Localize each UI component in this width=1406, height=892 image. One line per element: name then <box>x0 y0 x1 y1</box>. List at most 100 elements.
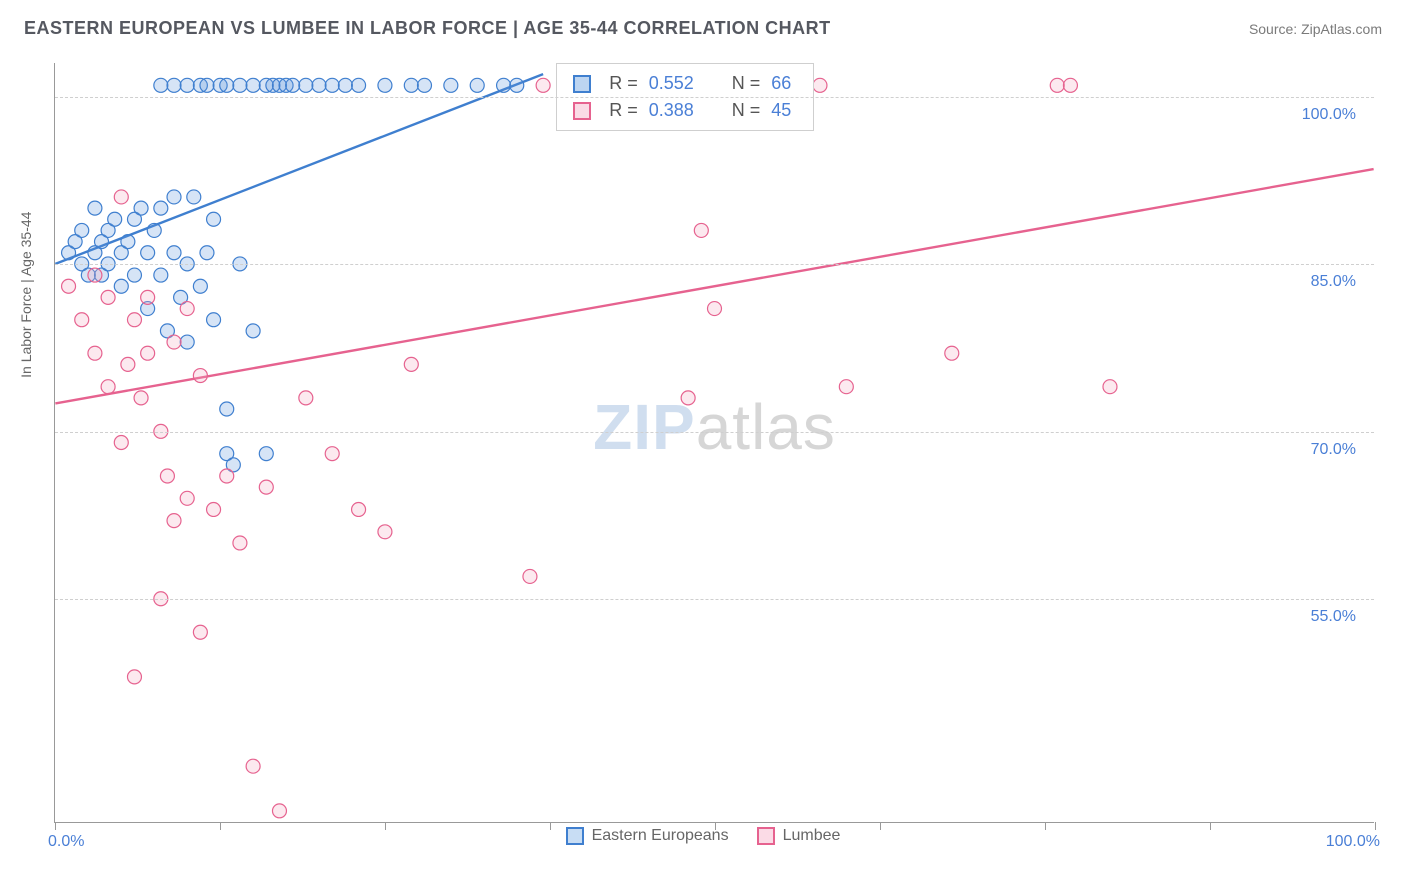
y-axis-label: In Labor Force | Age 35-44 <box>18 212 34 378</box>
data-point <box>101 380 115 394</box>
series-legend: Eastern Europeans Lumbee <box>0 827 1406 850</box>
data-point <box>62 279 76 293</box>
data-point <box>180 78 194 92</box>
data-point <box>813 78 827 92</box>
data-point <box>200 246 214 260</box>
gridline <box>55 264 1374 265</box>
trend-line <box>55 169 1373 403</box>
legend-swatch <box>573 102 591 120</box>
stat-r-label: R = 0.552 <box>609 70 700 97</box>
data-point <box>404 78 418 92</box>
data-point <box>167 514 181 528</box>
legend-swatch <box>757 827 775 845</box>
data-point <box>193 625 207 639</box>
data-point <box>312 78 326 92</box>
data-point <box>325 78 339 92</box>
data-point <box>121 357 135 371</box>
data-point <box>127 313 141 327</box>
data-point <box>200 78 214 92</box>
legend-item: Lumbee <box>757 827 841 845</box>
data-point <box>708 302 722 316</box>
gridline <box>55 432 1374 433</box>
data-point <box>167 78 181 92</box>
y-tick-label: 85.0% <box>1311 273 1366 291</box>
data-point <box>945 346 959 360</box>
stat-n-label: N = 66 <box>732 70 798 97</box>
data-point <box>180 302 194 316</box>
data-point <box>694 223 708 237</box>
data-point <box>134 391 148 405</box>
data-point <box>536 78 550 92</box>
data-point <box>154 78 168 92</box>
legend-swatch <box>566 827 584 845</box>
data-point <box>510 78 524 92</box>
data-point <box>470 78 484 92</box>
data-point <box>378 78 392 92</box>
y-tick-label: 70.0% <box>1311 441 1366 459</box>
data-point <box>141 290 155 304</box>
data-point <box>88 268 102 282</box>
data-point <box>233 536 247 550</box>
data-point <box>1103 380 1117 394</box>
gridline <box>55 97 1374 98</box>
data-point <box>681 391 695 405</box>
data-point <box>193 279 207 293</box>
data-point <box>233 78 247 92</box>
data-point <box>325 447 339 461</box>
data-point <box>299 391 313 405</box>
chart-container: In Labor Force | Age 35-44 ZIPatlas R = … <box>0 51 1406 871</box>
stats-row: R = 0.388 N = 45 <box>573 97 797 124</box>
data-point <box>75 223 89 237</box>
data-point <box>154 201 168 215</box>
chart-title: EASTERN EUROPEAN VS LUMBEE IN LABOR FORC… <box>24 18 831 39</box>
data-point <box>167 335 181 349</box>
data-point <box>259 447 273 461</box>
data-point <box>193 369 207 383</box>
data-point <box>523 569 537 583</box>
data-point <box>259 480 273 494</box>
stats-row: R = 0.552 N = 66 <box>573 70 797 97</box>
data-point <box>272 804 286 818</box>
data-point <box>160 469 174 483</box>
data-point <box>220 402 234 416</box>
data-point <box>88 346 102 360</box>
plot-area: ZIPatlas R = 0.552N = 66R = 0.388N = 45 … <box>54 63 1374 823</box>
data-point <box>167 246 181 260</box>
data-point <box>141 246 155 260</box>
stat-r-label: R = 0.388 <box>609 97 700 124</box>
source-attribution: Source: ZipAtlas.com <box>1249 21 1382 37</box>
data-point <box>286 78 300 92</box>
data-point <box>154 268 168 282</box>
data-point <box>839 380 853 394</box>
data-point <box>127 670 141 684</box>
data-point <box>167 190 181 204</box>
data-point <box>141 346 155 360</box>
data-point <box>246 759 260 773</box>
data-point <box>207 313 221 327</box>
gridline <box>55 599 1374 600</box>
data-point <box>207 212 221 226</box>
legend-item: Eastern Europeans <box>566 827 729 845</box>
data-point <box>444 78 458 92</box>
data-point <box>1050 78 1064 92</box>
stat-n-label: N = 45 <box>732 97 798 124</box>
data-point <box>417 78 431 92</box>
data-point <box>404 357 418 371</box>
data-point <box>127 268 141 282</box>
data-point <box>114 436 128 450</box>
data-point <box>352 78 366 92</box>
data-point <box>378 525 392 539</box>
data-point <box>134 201 148 215</box>
data-point <box>101 290 115 304</box>
data-point <box>299 78 313 92</box>
data-point <box>246 78 260 92</box>
data-point <box>1063 78 1077 92</box>
data-point <box>147 223 161 237</box>
data-point <box>114 190 128 204</box>
data-point <box>75 313 89 327</box>
data-point <box>180 491 194 505</box>
data-point <box>108 212 122 226</box>
data-point <box>338 78 352 92</box>
data-point <box>180 335 194 349</box>
data-point <box>114 279 128 293</box>
